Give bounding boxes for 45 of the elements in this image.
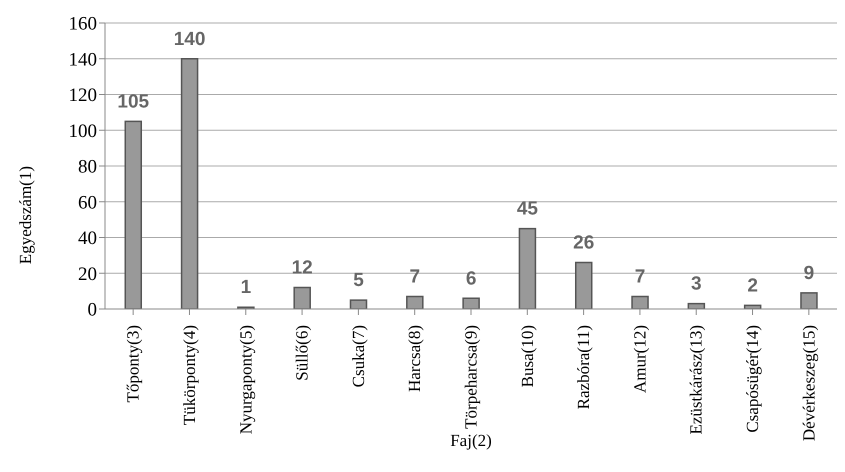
data-label: 1 [240,277,252,298]
x-tick-label: Razbóra(11) [574,325,594,410]
data-label: 5 [353,270,364,292]
x-tick-label: Tükörponty(4) [180,325,199,426]
y-tick-label: 40 [78,228,97,250]
y-tick-label: 100 [68,120,97,142]
data-label: 45 [516,198,538,220]
y-tick-label: 60 [78,192,97,214]
data-label: 3 [691,274,702,295]
x-axis-title: Faj(2) [450,431,492,450]
data-label: 26 [573,232,594,254]
x-tick-label: Törpeharcsa(9) [462,325,480,429]
data-label: 2 [747,275,758,296]
x-tick-label: Csapósügér(14) [743,325,762,433]
x-tick-label: Amur(12) [630,325,650,393]
y-tick-label: 160 [68,14,97,35]
x-tick-label: Nyurgaponty(5) [236,325,256,434]
bar [124,120,142,309]
y-tick-label: 120 [68,85,97,106]
bar [631,296,649,309]
data-label: 105 [117,91,150,112]
x-tick-label: Busa(10) [518,325,537,388]
bar [293,286,311,309]
bar [406,296,424,309]
x-tick-label: Harcsa(8) [405,325,424,392]
y-tick-label: 80 [78,156,97,178]
y-tick-label: 0 [88,300,97,321]
y-tick-label: 20 [78,264,97,285]
x-tick-label: Dévérkeszeg(15) [799,325,818,442]
bar [180,58,198,309]
bar [462,298,480,309]
bar [688,302,706,309]
x-tick-label: Süllő(6) [292,325,312,381]
x-tick-label: Tőponty(3) [124,325,143,402]
data-label: 140 [174,28,206,50]
bar [744,304,762,309]
bar [574,262,592,309]
x-tick-label: Csuka(7) [348,325,368,388]
data-label: 6 [466,268,476,290]
x-tick-label: Ezüstkárász(13) [686,325,706,435]
bar [518,228,536,309]
y-axis-title: Egyedszám(1) [16,166,36,264]
bar [350,299,368,309]
y-tick-label: 140 [68,49,97,70]
bar [800,292,818,309]
